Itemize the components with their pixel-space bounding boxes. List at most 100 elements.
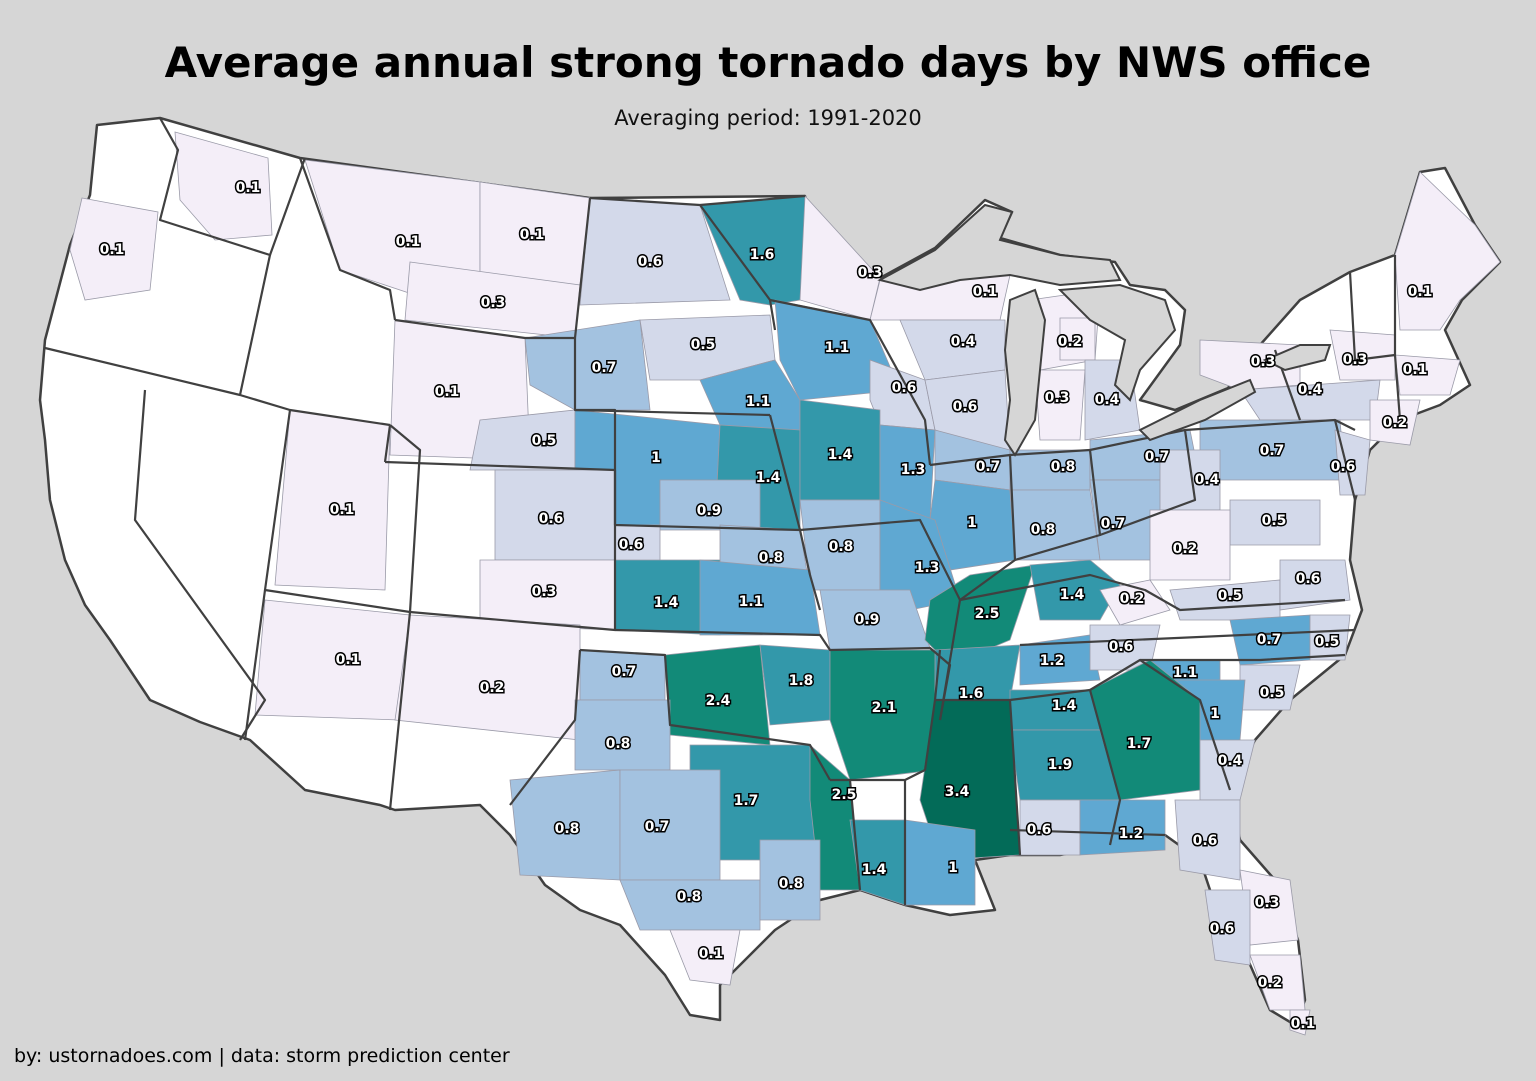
office-region bbox=[1334, 429, 1371, 496]
office-value-label: 0.1 bbox=[1408, 284, 1433, 300]
office-value-label: 0.5 bbox=[1218, 588, 1243, 604]
office-value-label: 0.7 bbox=[645, 819, 670, 835]
office-value-label: 1 bbox=[948, 860, 958, 876]
office-region bbox=[904, 819, 976, 906]
map-title: Average annual strong tornado days by NW… bbox=[164, 38, 1372, 87]
state-boundaries bbox=[44, 117, 1402, 905]
office-value-label: 0.8 bbox=[677, 889, 702, 905]
office-value-label: 0.3 bbox=[858, 265, 883, 281]
office-value-label: 1.3 bbox=[901, 462, 926, 478]
office-region bbox=[1079, 799, 1166, 856]
lake-michigan bbox=[1003, 288, 1047, 457]
office-value-label: 1.8 bbox=[789, 673, 814, 689]
office-region bbox=[1369, 399, 1421, 446]
office-value-label: 2.5 bbox=[832, 787, 857, 803]
office-value-label: 0.1 bbox=[699, 946, 724, 962]
office-region bbox=[619, 879, 761, 931]
office-value-label: 0.3 bbox=[532, 584, 557, 600]
office-value-label: 0.8 bbox=[759, 550, 784, 566]
office-value-label: 1.1 bbox=[746, 394, 771, 410]
office-value-label: 0.9 bbox=[855, 612, 880, 628]
office-value-label: 0.1 bbox=[100, 242, 125, 258]
office-value-label: 2.5 bbox=[975, 606, 1000, 622]
office-region bbox=[274, 409, 391, 591]
office-value-label: 0.2 bbox=[1058, 334, 1083, 350]
office-value-label: 1.4 bbox=[828, 447, 853, 463]
office-value-label: 0.7 bbox=[592, 360, 617, 376]
value-labels: 0.1 0.1 0.1 0.1 0.3 0.6 1.6 0.3 0.1 0.2 0.7 0.5 1.1 0… bbox=[98, 179, 1434, 1034]
office-value-label: 0.6 bbox=[892, 380, 917, 396]
office-value-label: 0.7 bbox=[1101, 516, 1126, 532]
office-value-label: 1.4 bbox=[654, 595, 679, 611]
office-value-label: 1.1 bbox=[1173, 665, 1198, 681]
office-value-label: 0.7 bbox=[612, 664, 637, 680]
office-value-label: 0.1 bbox=[435, 384, 460, 400]
office-value-label: 0.3 bbox=[1251, 354, 1276, 370]
office-value-label: 0.6 bbox=[539, 511, 564, 527]
office-value-label: 0.2 bbox=[480, 680, 505, 696]
office-value-label: 1.6 bbox=[959, 686, 984, 702]
office-value-label: 0.7 bbox=[976, 459, 1001, 475]
office-value-label: 0.6 bbox=[953, 399, 978, 415]
office-value-label: 0.3 bbox=[1343, 352, 1368, 368]
office-region bbox=[1174, 799, 1241, 881]
office-value-label: 1.3 bbox=[915, 560, 940, 576]
office-value-label: 0.3 bbox=[481, 295, 506, 311]
office-value-label: 0.6 bbox=[638, 254, 663, 270]
lake-huron bbox=[1057, 283, 1177, 402]
office-value-label: 0.1 bbox=[1291, 1016, 1316, 1032]
office-value-label: 0.1 bbox=[520, 227, 545, 243]
office-value-label: 2.4 bbox=[706, 693, 731, 709]
office-region bbox=[1149, 509, 1231, 581]
office-region bbox=[469, 409, 576, 471]
lake-erie bbox=[1138, 378, 1257, 442]
office-region bbox=[1394, 354, 1461, 396]
office-value-label: 0.8 bbox=[1051, 459, 1076, 475]
office-region bbox=[69, 197, 159, 301]
office-value-label: 0.5 bbox=[691, 337, 716, 353]
office-region bbox=[1019, 634, 1101, 686]
office-region bbox=[254, 599, 411, 721]
office-value-label: 0.4 bbox=[1298, 382, 1323, 398]
office-value-label: 1.4 bbox=[756, 470, 781, 486]
office-value-label: 0.7 bbox=[1257, 632, 1282, 648]
office-region bbox=[619, 769, 721, 881]
office-value-label: 1.4 bbox=[1060, 587, 1085, 603]
office-value-label: 0.1 bbox=[1403, 362, 1428, 378]
office-value-label: 0.6 bbox=[1296, 571, 1321, 587]
office-value-label: 0.7 bbox=[1145, 449, 1170, 465]
office-region bbox=[1099, 579, 1171, 626]
office-value-label: 0.8 bbox=[1031, 522, 1056, 538]
office-value-label: 1.2 bbox=[1119, 826, 1144, 842]
office-value-label: 0.2 bbox=[1173, 541, 1198, 557]
office-region bbox=[1204, 889, 1251, 966]
office-region bbox=[574, 699, 671, 771]
office-region bbox=[809, 744, 861, 891]
office-value-label: 0.7 bbox=[1260, 443, 1285, 459]
office-value-label: 0.6 bbox=[1331, 459, 1356, 475]
office-region bbox=[829, 649, 936, 781]
office-value-label: 1.7 bbox=[1127, 736, 1152, 752]
office-value-label: 0.3 bbox=[1045, 390, 1070, 406]
lake-superior bbox=[877, 203, 1122, 292]
office-value-label: 1.9 bbox=[1048, 757, 1073, 773]
office-region bbox=[1279, 559, 1351, 611]
office-value-label: 0.2 bbox=[1258, 975, 1283, 991]
office-region bbox=[929, 479, 1016, 571]
office-value-label: 1.1 bbox=[825, 340, 850, 356]
office-value-label: 3.4 bbox=[945, 784, 970, 800]
office-region bbox=[799, 195, 881, 321]
lake-ontario bbox=[1262, 344, 1332, 372]
great-lakes bbox=[877, 203, 1332, 457]
office-value-label: 0.6 bbox=[1027, 822, 1052, 838]
office-value-label: 0.5 bbox=[532, 433, 557, 449]
credit-line: by: ustornadoes.com | data: storm predic… bbox=[14, 1045, 510, 1067]
office-value-label: 0.6 bbox=[1193, 833, 1218, 849]
office-value-label: 0.6 bbox=[1109, 639, 1134, 655]
office-value-label: 0.4 bbox=[1095, 392, 1120, 408]
office-region bbox=[1329, 329, 1396, 381]
office-value-label: 0.3 bbox=[1255, 895, 1280, 911]
office-region bbox=[1199, 739, 1256, 801]
office-region bbox=[1309, 614, 1351, 661]
